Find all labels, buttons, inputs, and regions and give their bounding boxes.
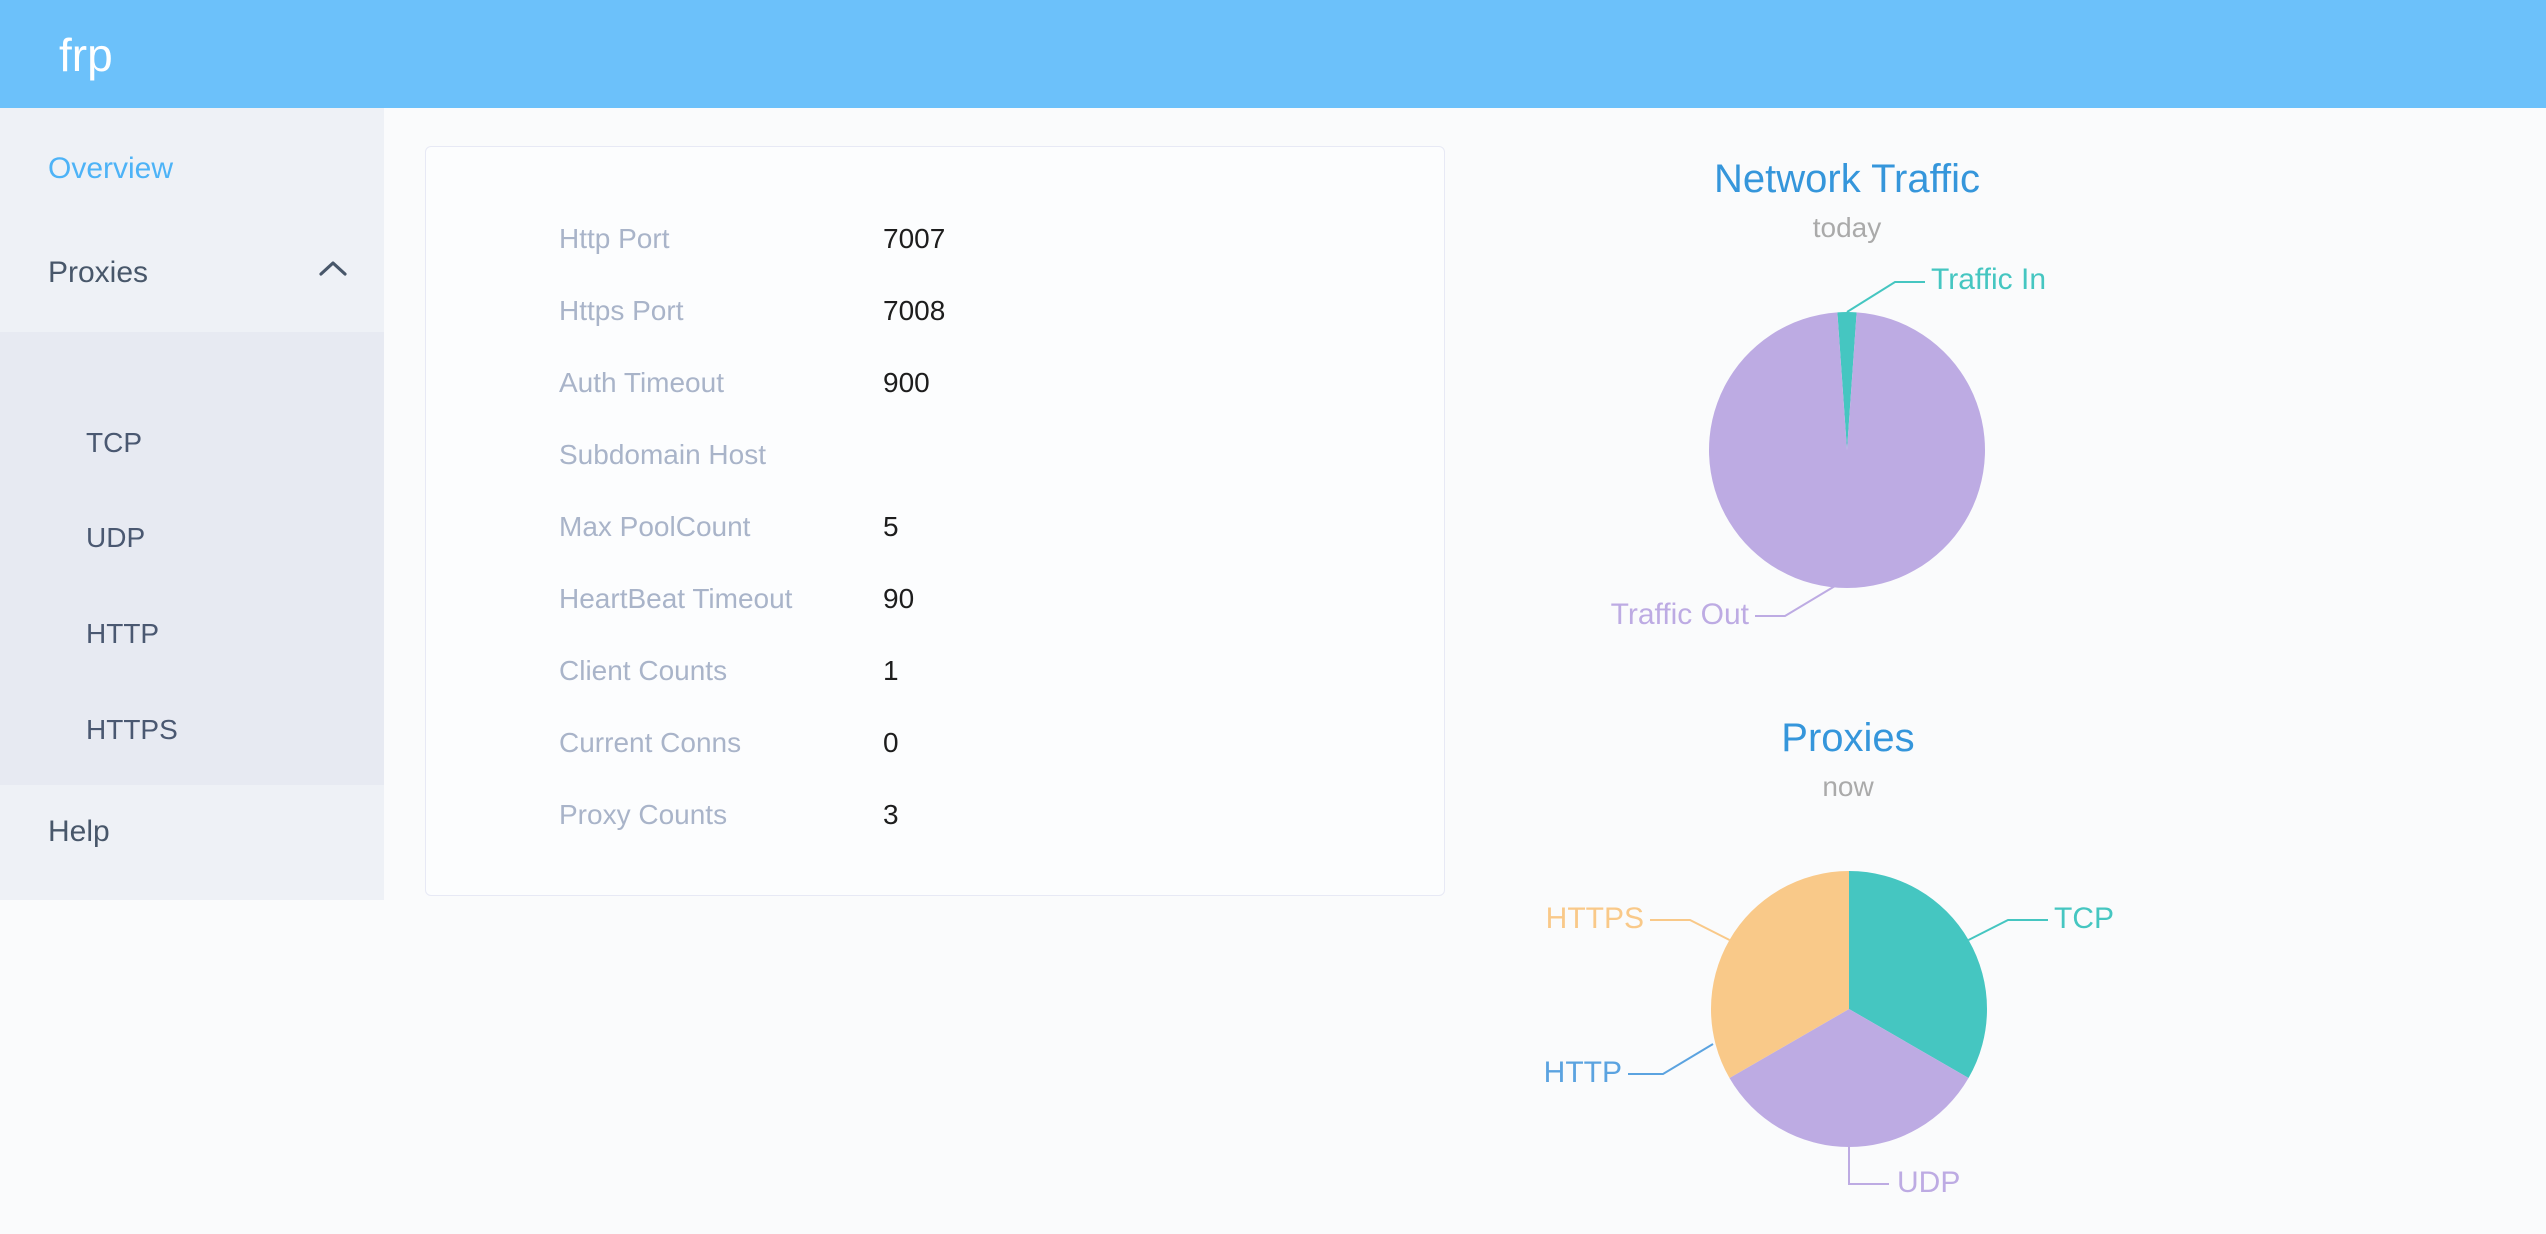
svg-text:TCP: TCP <box>2054 902 2114 935</box>
svg-text:Traffic In: Traffic In <box>1931 263 2046 296</box>
svg-text:HTTPS: HTTPS <box>1546 902 1644 935</box>
svg-text:Traffic Out: Traffic Out <box>1611 598 1750 631</box>
svg-text:UDP: UDP <box>1897 1166 1960 1199</box>
svg-text:HTTP: HTTP <box>1544 1056 1622 1089</box>
